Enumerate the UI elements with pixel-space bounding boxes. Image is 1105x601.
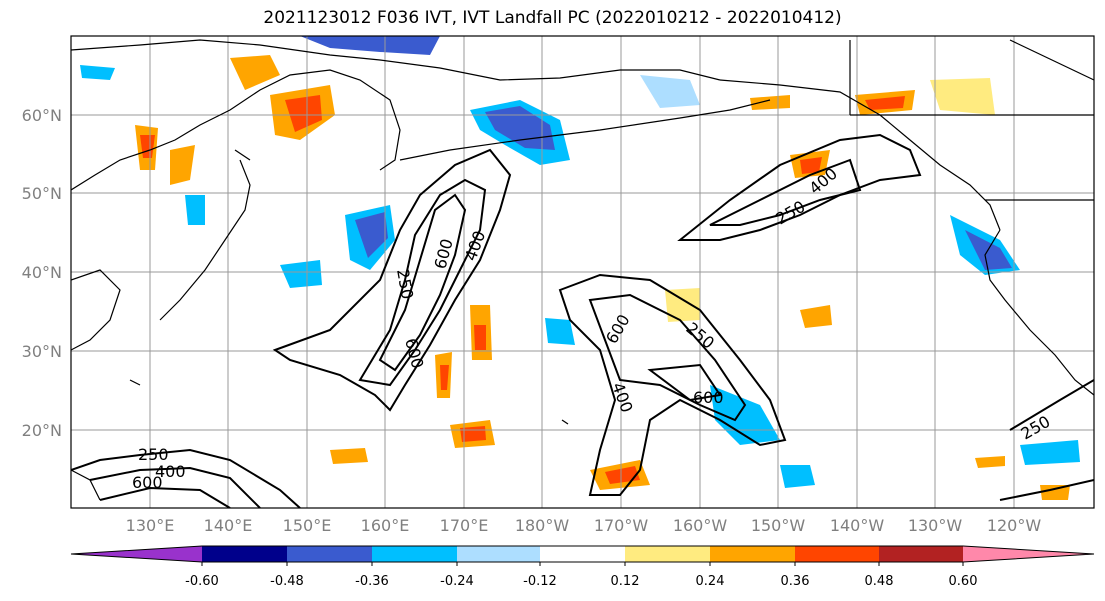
lat-label: 60°N [22, 106, 62, 125]
colorbar-segment [457, 546, 540, 562]
lon-label: 130°E [126, 516, 175, 535]
lon-label: 170°E [440, 516, 489, 535]
colorbar-tick-label: -0.48 [270, 574, 304, 589]
lon-label: 160°E [361, 516, 410, 535]
colorbar-segment [540, 546, 625, 562]
map-title: 2021123012 F036 IVT, IVT Landfall PC (20… [263, 8, 842, 28]
lon-label: 150°E [283, 516, 332, 535]
contour-label: 600 [132, 473, 163, 492]
lon-label: 130°W [908, 516, 963, 535]
colorbar-segment [625, 546, 710, 562]
colorbar-segment [287, 546, 372, 562]
lon-label: 140°W [830, 516, 885, 535]
longitude-labels: 130°E 140°E 150°E 160°E 170°E 180°W 170°… [126, 516, 1042, 535]
lon-label: 160°W [673, 516, 728, 535]
colorbar-tick-label: -0.60 [185, 574, 219, 589]
colorbar-tick-label: -0.36 [355, 574, 389, 589]
colorbar-tick-label: 0.36 [781, 574, 810, 589]
colorbar-segment [963, 546, 1094, 562]
latitude-labels: 60°N 50°N 40°N 30°N 20°N [22, 106, 62, 440]
colorbar-segment [879, 546, 963, 562]
lat-label: 20°N [22, 421, 62, 440]
lat-label: 30°N [22, 342, 62, 361]
ivt-contours [71, 133, 1094, 508]
colorbar-tick-label: -0.24 [440, 574, 474, 589]
colorbar-segment [202, 546, 287, 562]
colorbar-tick-label: 0.48 [865, 574, 894, 589]
colorbar-tick-label: -0.12 [523, 574, 557, 589]
colorbar-segment [795, 546, 879, 562]
colorbar-tick-label: 0.24 [696, 574, 725, 589]
lat-label: 40°N [22, 263, 62, 282]
grid-lines [71, 36, 1094, 508]
colorbar-tick-label: 0.60 [949, 574, 978, 589]
lat-label: 50°N [22, 184, 62, 203]
lon-label: 170°W [594, 516, 649, 535]
coastlines [71, 39, 1094, 501]
lon-label: 180°W [515, 516, 570, 535]
contour-label: 400 [155, 462, 186, 481]
colorbar-tick-label: 0.12 [611, 574, 640, 589]
lon-label: 120°W [987, 516, 1042, 535]
lon-label: 150°W [751, 516, 806, 535]
contour-label: 600 [693, 388, 724, 407]
colorbar-segment [372, 546, 457, 562]
map-frame [70, 35, 1095, 509]
colorbar-segment [710, 546, 795, 562]
lon-label: 140°E [204, 516, 253, 535]
colorbar-segment [71, 546, 202, 562]
colorbar: -0.60 -0.48 -0.36 -0.24 -0.12 0.12 0.24 … [70, 545, 1095, 589]
contour-label: 250 [138, 445, 169, 464]
